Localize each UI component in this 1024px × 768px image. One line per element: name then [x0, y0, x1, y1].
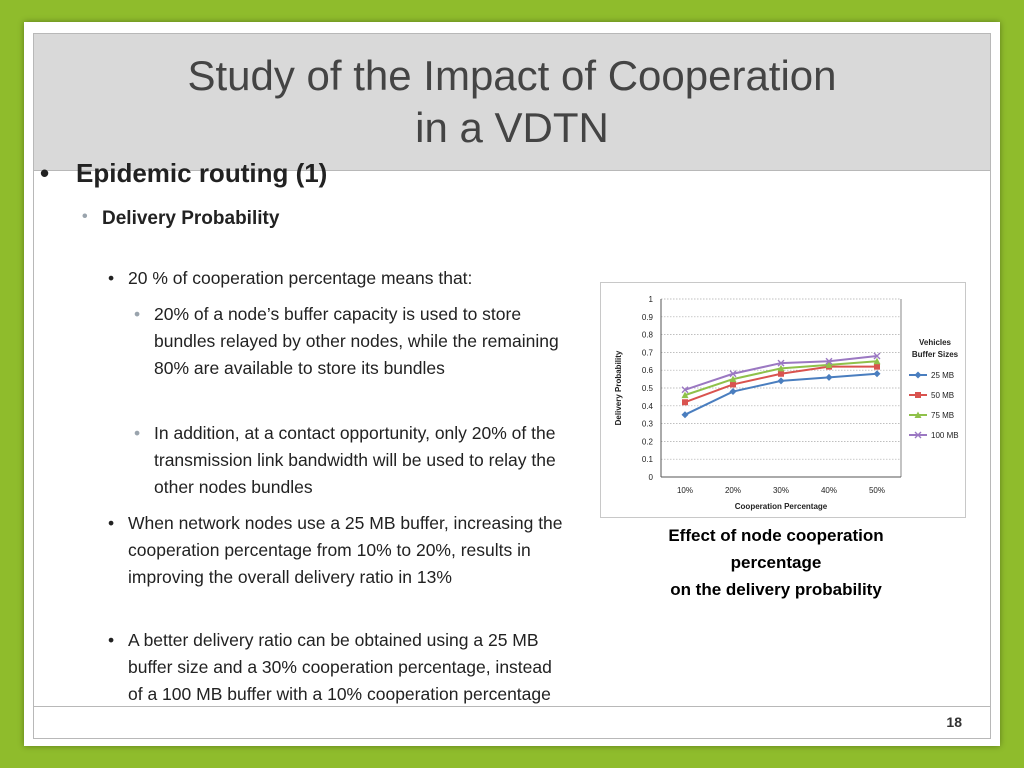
chart-frame: 0 0.1 0.2 0.3 0.4 0.5 0.6 0.7 0.8 0.9 1 10% 20% 30% 40… — [600, 282, 966, 518]
data-point — [777, 364, 785, 372]
data-point — [914, 371, 922, 379]
y-tick-label: 0.8 — [642, 331, 654, 340]
slide-title: Study of the Impact of Cooperation in a … — [187, 50, 836, 154]
data-point — [778, 370, 784, 377]
legend-label: 25 MB — [931, 371, 954, 380]
delivery-probability-chart: 0 0.1 0.2 0.3 0.4 0.5 0.6 0.7 0.8 0.9 1 10% 20% 30% 40… — [614, 295, 959, 511]
legend-title: Buffer Sizes — [912, 350, 959, 359]
y-tick-label: 0 — [649, 473, 654, 482]
x-axis-label: Cooperation Percentage — [735, 502, 828, 511]
bullet-dot-icon: • — [108, 268, 115, 288]
y-tick-label: 0.3 — [642, 420, 654, 429]
data-point — [825, 373, 833, 381]
footer-divider — [34, 706, 990, 707]
data-point — [729, 370, 737, 378]
y-tick-label: 0.2 — [642, 437, 654, 446]
bullet-text: Delivery Probability — [102, 208, 280, 229]
data-point — [729, 375, 737, 383]
y-tick-label: 0.4 — [642, 402, 654, 411]
legend-label: 100 MB — [931, 431, 959, 440]
bullet-dot-icon: • — [134, 304, 141, 324]
data-point — [914, 431, 922, 439]
legend-title: Vehicles — [919, 338, 952, 347]
y-tick-label: 0.6 — [642, 366, 654, 375]
data-point — [729, 388, 737, 396]
data-point — [873, 357, 881, 365]
x-tick-label: 20% — [725, 486, 741, 495]
bullet-dot-icon: • — [82, 208, 88, 225]
legend-label: 50 MB — [931, 391, 954, 400]
bullet-level3: • A better delivery ratio can be obtaine… — [108, 627, 568, 708]
data-point — [914, 411, 922, 418]
data-point — [874, 363, 880, 370]
data-point — [682, 399, 688, 406]
data-point — [777, 359, 785, 367]
title-line-1: Study of the Impact of Cooperation — [187, 52, 837, 99]
title-band: Study of the Impact of Cooperation in a … — [34, 34, 990, 171]
caption-line-2: percentage — [730, 553, 822, 572]
y-tick-label: 0.7 — [642, 348, 654, 357]
bullet-text: 20 % of cooperation percentage means tha… — [128, 268, 473, 288]
bullet-text: A better delivery ratio can be obtained … — [128, 630, 552, 704]
data-point — [873, 370, 881, 378]
bullet-level3: • 20 % of cooperation percentage means t… — [108, 265, 568, 292]
y-axis-label: Delivery Probability — [614, 350, 623, 425]
bullet-text: 20% of a node’s buffer capacity is used … — [154, 304, 559, 378]
bullet-text: Epidemic routing (1) — [76, 158, 328, 188]
x-tick-label: 30% — [773, 486, 789, 495]
data-point — [681, 391, 689, 399]
page-number: 18 — [946, 714, 962, 730]
chart-caption: Effect of node cooperation percentage on… — [600, 522, 952, 603]
bullet-dot-icon: • — [108, 630, 115, 650]
bullet-level3: • When network nodes use a 25 MB buffer,… — [108, 510, 568, 591]
data-point — [825, 357, 833, 365]
y-tick-label: 0.5 — [642, 384, 654, 393]
y-tick-label: 1 — [649, 295, 654, 304]
data-point — [681, 386, 689, 394]
data-point — [681, 411, 689, 419]
caption-line-3: on the delivery probability — [670, 580, 882, 599]
data-point — [777, 377, 785, 385]
bullet-dot-icon: • — [40, 158, 50, 188]
x-tick-label: 40% — [821, 486, 837, 495]
data-point — [730, 381, 736, 388]
caption-line-1: Effect of node cooperation — [668, 526, 884, 545]
x-tick-label: 10% — [677, 486, 693, 495]
legend-label: 75 MB — [931, 411, 954, 420]
slide-frame — [33, 33, 991, 739]
bullet-text: When network nodes use a 25 MB buffer, i… — [128, 513, 563, 587]
bullet-level4: • In addition, at a contact opportunity,… — [134, 420, 574, 501]
y-tick-label: 0.1 — [642, 455, 654, 464]
data-point — [915, 392, 921, 398]
data-point — [825, 361, 833, 368]
y-tick-label: 0.9 — [642, 313, 654, 322]
bullet-text: In addition, at a contact opportunity, o… — [154, 423, 556, 497]
bullet-dot-icon: • — [108, 513, 115, 533]
title-line-2: in a VDTN — [415, 104, 609, 151]
data-point — [873, 352, 881, 360]
bullet-dot-icon: • — [134, 423, 141, 443]
bullet-level2: • Delivery Probability — [82, 208, 582, 230]
bullet-level1: • Epidemic routing (1) — [40, 158, 596, 189]
bullet-level4: • 20% of a node’s buffer capacity is use… — [134, 301, 574, 382]
x-tick-label: 50% — [869, 486, 885, 495]
